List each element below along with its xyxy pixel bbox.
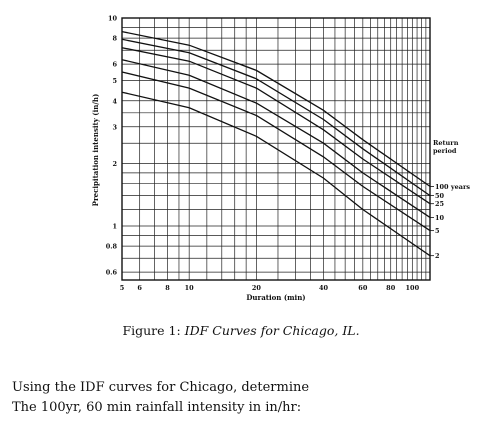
x-axis-title: Duration (min) [246, 293, 305, 302]
legend-label: 100 years [435, 183, 470, 191]
legend-title: period [433, 147, 457, 155]
legend-label: 50 [435, 192, 445, 200]
y-axis-title: Precipitation intensity (in/h) [91, 94, 100, 207]
idf-chart: 5 6 8 10 20 40 60 80 100 10 8 6 5 4 3 2 1 0.8 0.6 Duratio… [91, 15, 470, 303]
figure-caption: Figure 1: IDF Curves for Chicago, IL. [0, 323, 482, 338]
series-line-5 [121, 71, 431, 232]
y-tick-label: 2 [112, 160, 117, 168]
x-tick-label: 20 [252, 284, 262, 292]
question-line-2: The 100yr, 60 min rainfall intensity in … [12, 400, 302, 415]
y-tick-label: 5 [112, 77, 117, 85]
y-tick-label: 6 [112, 61, 117, 69]
x-tick-labels: 5 6 8 10 20 40 60 80 100 [120, 284, 420, 292]
legend-title: Return [433, 139, 459, 147]
legend-label: 2 [435, 252, 440, 260]
caption-prefix: Figure 1: [122, 323, 185, 338]
x-tick-label: 10 [185, 284, 195, 292]
y-tick-label: 0.8 [106, 243, 118, 251]
series-line-6 [121, 91, 431, 257]
x-tick-label: 8 [165, 284, 170, 292]
x-tick-label: 6 [137, 284, 142, 292]
y-tick-label: 3 [112, 123, 117, 131]
legend-label: 5 [435, 227, 440, 235]
y-tick-label: 0.6 [106, 269, 118, 277]
series-line-4 [121, 59, 431, 218]
y-tick-label: 8 [112, 35, 117, 43]
x-tick-label: 80 [386, 284, 396, 292]
y-tick-label: 4 [112, 97, 117, 105]
legend-label: 10 [435, 214, 445, 222]
series-line-3 [121, 47, 431, 205]
y-tick-label: 10 [108, 15, 118, 23]
chart-series [121, 30, 431, 257]
legend-label: 25 [435, 200, 445, 208]
x-tick-label: 5 [120, 284, 125, 292]
series-line-2 [121, 38, 431, 197]
y-tick-label: 1 [112, 222, 117, 230]
plot-frame [121, 17, 431, 281]
y-tick-labels: 10 8 6 5 4 3 2 1 0.8 0.6 [106, 15, 118, 277]
x-tick-label: 60 [358, 284, 368, 292]
question-text: Using the IDF curves for Chicago, determ… [12, 378, 309, 418]
series-line-1 [121, 30, 431, 187]
caption-text: IDF Curves for Chicago, IL. [184, 323, 360, 338]
question-line-1: Using the IDF curves for Chicago, determ… [12, 380, 310, 395]
x-tick-label: 40 [319, 284, 329, 292]
x-tick-label: 100 [406, 284, 420, 292]
